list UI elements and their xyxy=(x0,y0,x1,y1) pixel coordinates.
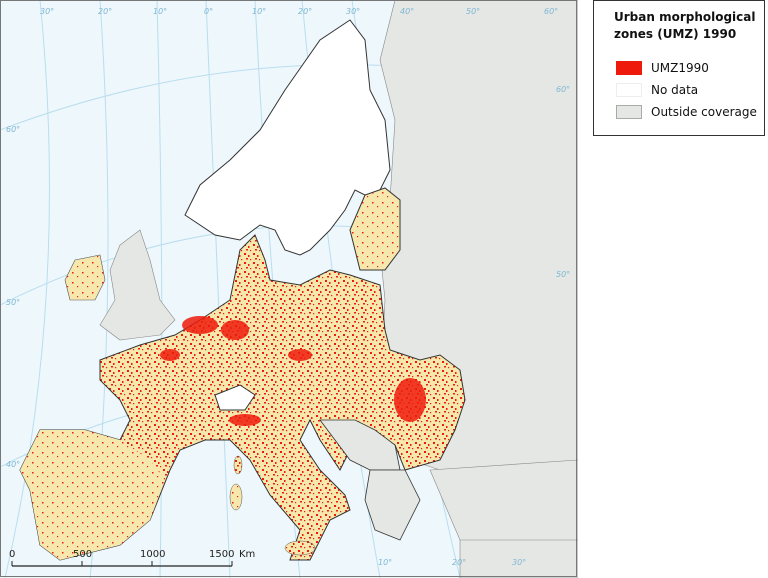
scale-label: 0 xyxy=(9,549,15,560)
legend-label: UMZ1990 xyxy=(651,61,709,75)
scale-label: 1500 xyxy=(209,549,234,560)
legend: Urban morphological zones (UMZ) 1990 UMZ… xyxy=(593,0,765,136)
map-frame xyxy=(0,0,577,577)
legend-swatch xyxy=(616,61,642,75)
legend-label: Outside coverage xyxy=(651,105,757,119)
corsica xyxy=(233,455,243,475)
graticule-label: 20° xyxy=(452,558,466,567)
graticule-label: 30° xyxy=(512,558,526,567)
dense-urban xyxy=(160,316,426,426)
legend-item: Outside coverage xyxy=(616,105,757,119)
legend-item: UMZ1990 xyxy=(616,61,709,75)
baltic-states xyxy=(349,187,401,271)
graticule-label: 50° xyxy=(556,270,570,279)
no-data-switzerland xyxy=(214,384,256,411)
outside-coverage-uk xyxy=(99,229,176,341)
sicily xyxy=(284,540,316,556)
scale-label: 1000 xyxy=(140,549,165,560)
scale-bar: 0 500 1000 1500 Km xyxy=(9,549,255,567)
graticule-label: 60° xyxy=(556,85,570,94)
graticule-label: 40° xyxy=(400,7,414,16)
graticule-label: 0° xyxy=(204,7,213,16)
outside-coverage-turkey xyxy=(429,459,578,541)
legend-label: No data xyxy=(651,83,699,97)
graticule-label: 60° xyxy=(544,7,558,16)
graticule-label: 10° xyxy=(378,558,392,567)
graticule-label: 60° xyxy=(6,125,20,134)
legend-swatch xyxy=(616,105,642,119)
graticule-label: 20° xyxy=(298,7,312,16)
map: 30° 20° 10° 0° 10° 20° 30° 40° 50° 60° 6… xyxy=(0,0,578,578)
legend-item: No data xyxy=(616,83,698,97)
scale-label: 500 xyxy=(73,549,92,560)
outside-coverage-greece xyxy=(364,469,421,541)
graticule-label: 10° xyxy=(252,7,266,16)
scale-unit: Km xyxy=(239,549,255,560)
graticule-label: 30° xyxy=(40,7,54,16)
graticule-labels: 30° 20° 10° 0° 10° 20° 30° 40° 50° 60° 6… xyxy=(6,7,570,567)
graticule-label: 20° xyxy=(98,7,112,16)
graticule-label: 50° xyxy=(466,7,480,16)
sardinia xyxy=(229,483,243,511)
graticule-label: 10° xyxy=(153,7,167,16)
iberia-sparse xyxy=(20,430,165,560)
graticule-label: 40° xyxy=(6,460,20,469)
legend-swatch xyxy=(616,83,642,97)
ireland xyxy=(64,254,106,301)
legend-title: Urban morphological zones (UMZ) 1990 xyxy=(614,10,756,41)
graticule-label: 50° xyxy=(6,298,20,307)
graticule-label: 30° xyxy=(346,7,360,16)
